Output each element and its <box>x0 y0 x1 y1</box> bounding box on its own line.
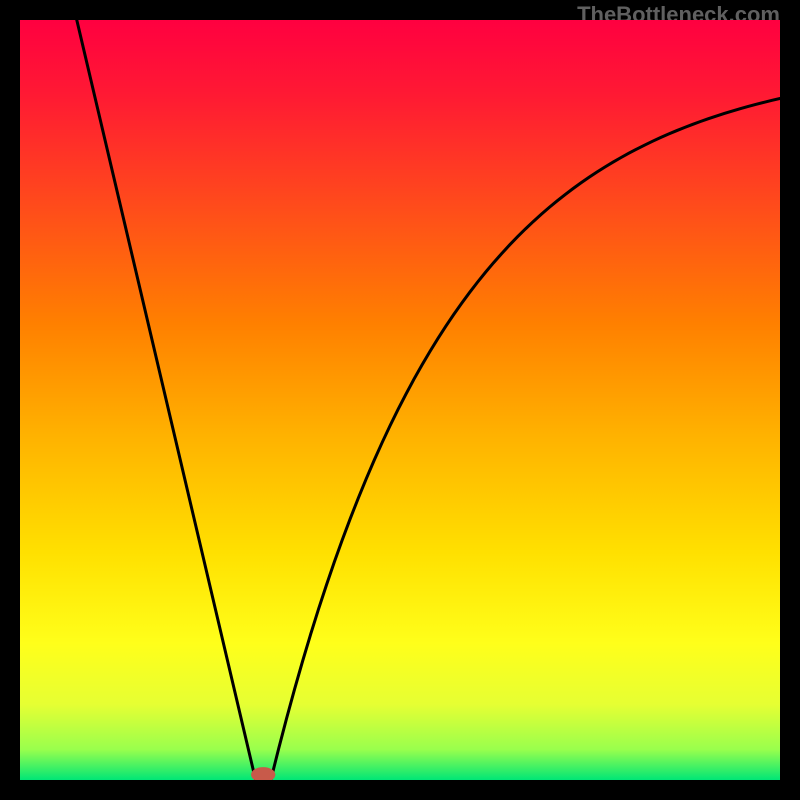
plot-area <box>20 20 780 780</box>
chart-frame: TheBottleneck.com <box>0 0 800 800</box>
bottleneck-chart-svg <box>20 20 780 780</box>
